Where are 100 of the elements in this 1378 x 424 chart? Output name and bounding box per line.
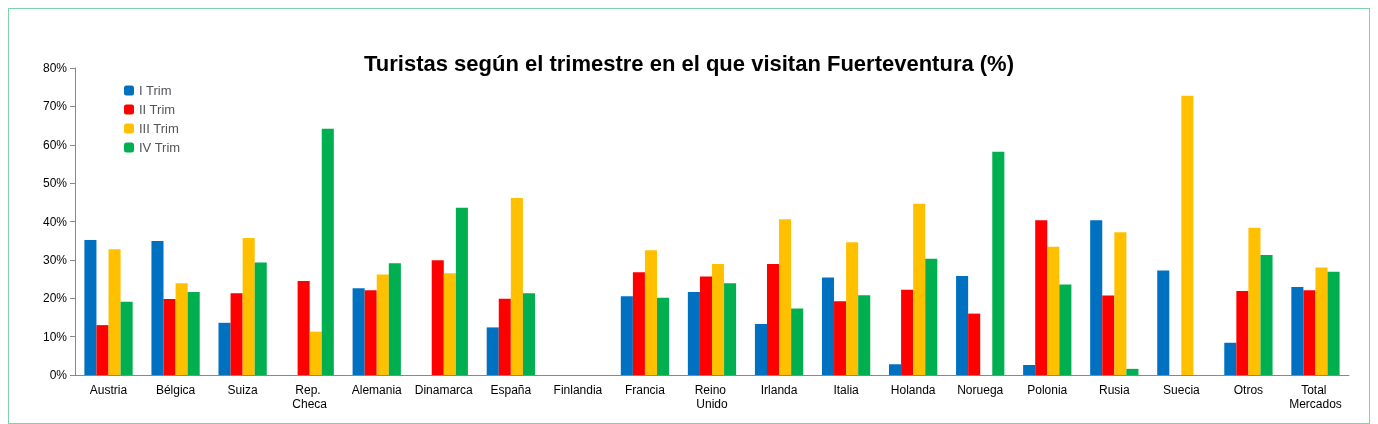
y-tick-label: 20% — [42, 291, 68, 306]
bar — [376, 274, 389, 375]
bar — [1035, 220, 1048, 375]
chart-title: Turistas según el trimestre en el que visitan Fuerteventura (%) — [364, 50, 1014, 76]
x-tick-label: Austria — [89, 383, 128, 397]
bar — [510, 198, 523, 375]
y-tick-label: 10% — [42, 329, 68, 344]
bar — [84, 239, 97, 375]
legend-label: II Trim — [139, 102, 176, 117]
x-tick-label: Bélgica — [155, 383, 196, 397]
x-tick-label: Otros — [1233, 383, 1264, 397]
bar — [791, 308, 804, 375]
bar — [498, 298, 511, 375]
bar — [821, 277, 835, 375]
bar — [96, 325, 109, 375]
bar — [925, 258, 938, 375]
bar — [151, 241, 164, 375]
bar — [699, 276, 712, 375]
bar — [632, 272, 645, 375]
bar — [1114, 232, 1127, 375]
x-tick-label: Holanda — [890, 383, 936, 397]
x-tick-label: Suiza — [227, 383, 258, 397]
bar — [620, 296, 633, 375]
x-tick-label: Irlanda — [760, 383, 798, 397]
x-tick-label: Alemania — [351, 383, 403, 397]
bar — [901, 289, 914, 375]
y-tick-label: 70% — [42, 99, 68, 114]
bar — [297, 280, 310, 375]
bar — [766, 264, 780, 375]
y-tick-label: 40% — [42, 214, 68, 229]
x-tick-label: Total Mercados — [1289, 383, 1342, 411]
bar — [754, 323, 767, 375]
x-tick-label: Francia — [624, 383, 666, 397]
bar — [120, 301, 133, 375]
bar — [352, 288, 365, 375]
bar — [834, 301, 847, 375]
bar — [486, 327, 499, 375]
bar — [889, 364, 902, 375]
bar — [1023, 365, 1036, 375]
bar — [108, 249, 121, 375]
bar — [846, 242, 859, 375]
bar — [218, 322, 231, 375]
x-tick-label: Rep. Checa — [292, 383, 328, 411]
bar — [1181, 95, 1194, 375]
bar — [1291, 287, 1304, 375]
bar — [522, 293, 535, 375]
bar — [455, 207, 468, 375]
bar — [992, 151, 1005, 375]
bar — [364, 290, 377, 375]
bar — [443, 273, 456, 375]
bar — [431, 260, 444, 375]
x-tick-label: España — [490, 383, 532, 397]
bar — [163, 299, 176, 375]
bar — [388, 263, 401, 375]
x-tick-label: Finlandia — [553, 383, 603, 397]
x-tick-label: Noruega — [957, 383, 1004, 397]
bar — [321, 128, 334, 375]
bar — [644, 250, 658, 375]
bar — [1157, 270, 1170, 375]
bar — [1102, 295, 1115, 375]
bar — [712, 264, 725, 375]
bar — [1090, 220, 1103, 375]
bar — [1260, 254, 1273, 375]
legend-label: I Trim — [139, 83, 172, 98]
bar — [1047, 246, 1060, 375]
bar — [187, 292, 200, 375]
bar — [1327, 271, 1340, 375]
bar — [779, 219, 792, 375]
y-tick-label: 80% — [42, 61, 68, 75]
x-tick-label: Reino Unido — [694, 383, 730, 411]
bar — [1224, 342, 1237, 375]
bar — [968, 313, 981, 375]
bar — [1315, 267, 1328, 375]
bar — [724, 283, 737, 375]
bar — [1248, 227, 1261, 375]
bar — [913, 203, 926, 375]
bar — [254, 262, 267, 375]
x-tick-label: Polonia — [1027, 383, 1068, 397]
bar — [687, 292, 700, 375]
x-tick-label: Dinamarca — [414, 383, 474, 397]
bar — [230, 293, 243, 375]
bar — [309, 331, 322, 375]
bar — [1126, 368, 1139, 375]
bar — [1236, 290, 1249, 375]
bar — [175, 283, 188, 375]
legend-label: III Trim — [139, 121, 179, 136]
bar — [657, 297, 670, 375]
x-tick-label: Rusia — [1098, 383, 1130, 397]
x-tick-label: Suecia — [1163, 383, 1201, 397]
bar — [1059, 284, 1072, 375]
y-tick-label: 0% — [49, 368, 68, 382]
y-tick-label: 60% — [42, 137, 68, 152]
legend-label: IV Trim — [139, 140, 181, 155]
bar — [858, 295, 871, 375]
y-tick-label: 50% — [42, 176, 68, 191]
bar — [956, 275, 969, 375]
bar — [242, 238, 255, 375]
y-tick-label: 30% — [42, 252, 68, 267]
bar — [1303, 290, 1316, 375]
x-tick-label: Italia — [833, 383, 860, 397]
